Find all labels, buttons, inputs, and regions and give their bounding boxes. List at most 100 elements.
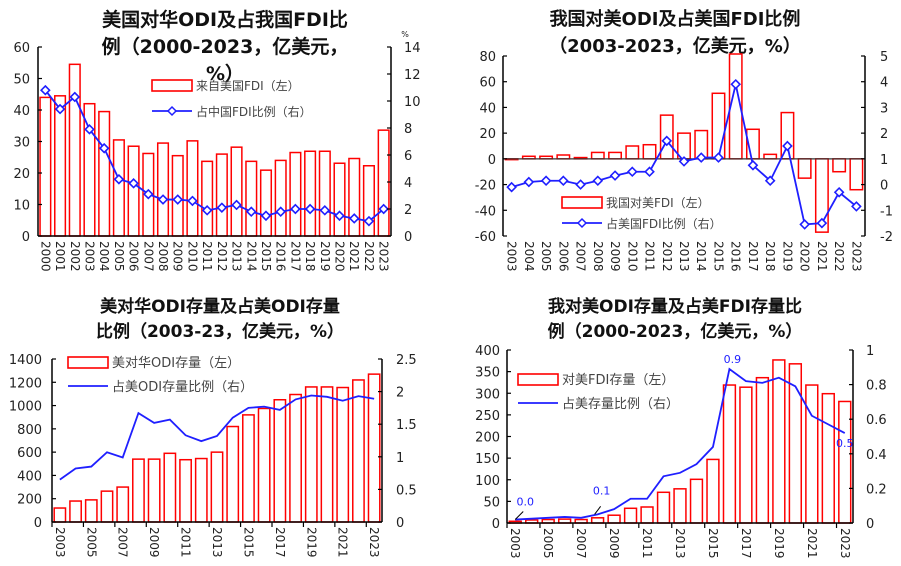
right-tick-label: 1 — [396, 451, 404, 466]
bar-2023 — [838, 400, 852, 524]
x-tick-label: 2005 — [112, 241, 126, 272]
data-label-2003: 0.0 — [516, 496, 534, 509]
left-tick-label: 800 — [17, 423, 42, 438]
bar-2022 — [832, 158, 847, 173]
chart-title-line: 美国对华ODI及占我国FDI比 — [102, 8, 348, 31]
right-tick-label: -1 — [880, 204, 893, 219]
ratio-marker-2013 — [231, 199, 242, 211]
x-tick-label: 2017 — [288, 241, 302, 272]
bar-2018 — [304, 150, 317, 237]
ratio-marker-2004 — [523, 176, 535, 188]
x-tick-label: 2009 — [147, 527, 161, 558]
chart-title-line: 比例（2003-23，亿美元，%） — [96, 321, 344, 342]
right-tick-label: 2 — [880, 127, 888, 142]
ratio-marker-2011 — [644, 166, 655, 178]
x-tick-label: 2020 — [333, 241, 347, 272]
ratio-marker-2014 — [695, 152, 707, 163]
ratio-marker-2019 — [319, 205, 331, 216]
x-tick-label: 2011 — [200, 241, 214, 272]
x-tick-label: 2023 — [377, 241, 391, 272]
x-tick-label: 2006 — [127, 241, 141, 272]
left-tick-label: 20 — [13, 167, 30, 182]
x-tick-label: 2019 — [318, 241, 332, 272]
right-tick-label: 0.2 — [866, 482, 887, 497]
bar-2008 — [590, 517, 605, 524]
left-tick-label: 300 — [475, 387, 500, 402]
bar-2023 — [377, 129, 390, 237]
bar-2022 — [821, 392, 835, 524]
left-tick-label: 10 — [13, 199, 30, 214]
right-tick-label: 4 — [880, 76, 888, 91]
right-tick-label: 0.8 — [866, 379, 887, 394]
ratio-marker-2003 — [84, 124, 95, 135]
ratio-marker-2010 — [187, 195, 198, 207]
ratio-marker-2014 — [245, 206, 257, 218]
x-tick-label: 2005 — [541, 528, 555, 559]
ratio-marker-2001 — [54, 103, 66, 115]
bar-2008 — [156, 142, 170, 237]
x-tick-label: 2008 — [591, 241, 605, 272]
bar-2006 — [100, 490, 114, 523]
ratio-marker-2016 — [730, 78, 742, 90]
bar-2003 — [53, 507, 67, 523]
chart-us-odi-stock-in-china: 美对华ODI存量及占美ODI存量 比例（2003-23，亿美元，%） 0 200 400… — [0, 290, 450, 566]
bar-2018 — [763, 153, 778, 160]
bar-2015 — [259, 169, 273, 237]
left-tick-label: 1000 — [9, 400, 42, 415]
legend-bar-swatch — [151, 79, 193, 92]
x-tick-label: 2009 — [171, 241, 185, 272]
x-tick-label: 2019 — [304, 527, 318, 558]
chart-title-line: 美对华ODI存量及占美ODI存量 — [100, 296, 340, 317]
left-tick-label: 80 — [479, 50, 496, 65]
x-tick-label: 2015 — [706, 528, 720, 559]
ratio-marker-2021 — [348, 213, 360, 224]
legend-line-label: 占美存量比例（右） — [562, 397, 679, 412]
left-tick-label: 20 — [479, 127, 496, 142]
left-tick-label: 1400 — [9, 353, 42, 368]
bar-2004 — [69, 500, 82, 523]
data-label-2016: 0.9 — [724, 353, 742, 366]
bar-2004 — [98, 110, 111, 237]
x-tick-label: 2022 — [362, 241, 376, 272]
ratio-marker-2016 — [275, 206, 287, 218]
ratio-marker-2004 — [98, 142, 110, 154]
right-tick-label: 0 — [866, 517, 874, 532]
x-tick-label: 2003 — [508, 528, 522, 559]
bar-2011 — [642, 143, 657, 160]
bar-2012 — [194, 457, 208, 523]
left-tick-label: 0 — [488, 153, 496, 168]
bar-2023 — [849, 158, 864, 191]
x-tick-label: 2023 — [849, 241, 863, 272]
right-tick-label: 0.6 — [866, 413, 887, 428]
ratio-marker-2002 — [69, 91, 81, 103]
x-tick-label: 2023 — [367, 527, 381, 558]
chart-4-svg: 我对美ODI存量及占美FDI存量比例（2000-2023，亿美元，%）05010… — [475, 296, 887, 559]
ratio-marker-2010 — [626, 166, 638, 178]
x-tick-label: 2022 — [832, 241, 846, 272]
legend-line-label: 占美ODI存量比例（右） — [112, 380, 253, 395]
x-tick-label: 2015 — [259, 241, 273, 272]
x-tick-label: 2015 — [241, 527, 255, 558]
x-tick-label: 2020 — [798, 241, 812, 272]
x-tick-label: 2013 — [677, 241, 691, 272]
x-tick-label: 2009 — [607, 528, 621, 559]
chart-china-odi-to-us: 我国对美ODI及占美国FDI比例 （2003-2023，亿美元，%） -60 -40 -… — [450, 0, 901, 290]
bar-2017 — [739, 386, 753, 524]
bar-2013 — [230, 146, 243, 237]
x-tick-label: 2012 — [660, 241, 674, 272]
bar-2005 — [112, 139, 125, 237]
x-tick-label: 2007 — [574, 528, 588, 559]
legend-line-label: 占美国FDI比例（右） — [606, 216, 722, 231]
bar-2012 — [656, 491, 671, 524]
x-tick-label: 2011 — [643, 241, 657, 272]
right-tick-label: 0.5 — [396, 483, 417, 498]
legend-bar-label: 我国对美FDI（左） — [606, 195, 710, 210]
x-tick-label: 2013 — [210, 527, 224, 558]
chart-title-line: %） — [206, 62, 244, 85]
ratio-marker-2022 — [833, 186, 845, 198]
bar-2018 — [289, 393, 302, 523]
chart-china-odi-stock-in-us: 我对美ODI存量及占美FDI存量比 例（2000-2023，亿美元，%） 0 50 10… — [450, 290, 901, 566]
x-tick-label: 2010 — [625, 241, 639, 272]
legend-bar-label: 对美FDI存量（左） — [562, 373, 674, 388]
right-tick-label: 6 — [404, 149, 412, 164]
